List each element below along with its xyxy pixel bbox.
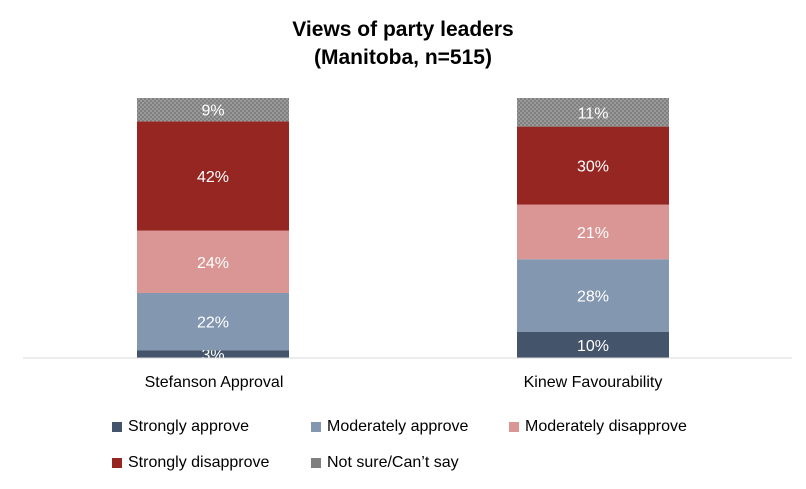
legend-item-4: Not sure/Can’t say [311,454,459,472]
data-label-1-2: 21% [577,225,609,242]
data-label-1-0: 10% [577,338,609,355]
bar-segment-1-2 [517,204,669,260]
data-label-1-1: 28% [577,289,609,306]
legend-label: Not sure/Can’t say [327,454,459,471]
bar-segment-0-1 [137,293,289,351]
data-label-0-1: 22% [197,315,229,332]
legend-swatch [509,422,519,432]
legend-item-3: Strongly disapprove [112,454,269,472]
bar-segment-1-4 [517,98,669,127]
legend-label: Moderately approve [327,418,469,435]
chart-subtitle: (Manitoba, n=515) [314,46,492,69]
chart-title: Views of party leaders [292,18,514,41]
legend-swatch [112,458,122,468]
bar-segment-0-2 [137,230,289,293]
bar-segment-1-1 [517,259,669,332]
bar-segment-1-0 [517,332,669,358]
x-tick-label-kinew: Kinew Favourability [523,374,663,391]
legend-item-1: Moderately approve [311,418,468,436]
bar-segment-0-4 [137,98,289,122]
data-label-0-3: 42% [197,169,229,186]
legend-swatch [311,422,321,432]
bar-segment-1-3 [517,126,669,205]
bar-segment-0-3 [137,121,289,231]
legend-label: Moderately disapprove [525,418,687,435]
data-label-0-4: 9% [201,103,224,120]
x-tick-label-stefanson: Stefanson Approval [144,374,284,391]
data-label-1-4: 11% [578,105,609,122]
legend-item-2: Moderately disapprove [509,418,687,436]
legend-item-0: Strongly approve [112,418,249,436]
legend-swatch [311,458,321,468]
data-label-1-3: 30% [577,159,609,176]
data-label-0-0: 3% [201,347,224,364]
legend-label: Strongly disapprove [128,454,270,471]
legend-label: Strongly approve [128,418,249,435]
bar-segment-0-0 [137,350,289,358]
data-label-0-2: 24% [197,255,229,272]
legend-swatch [112,422,122,432]
